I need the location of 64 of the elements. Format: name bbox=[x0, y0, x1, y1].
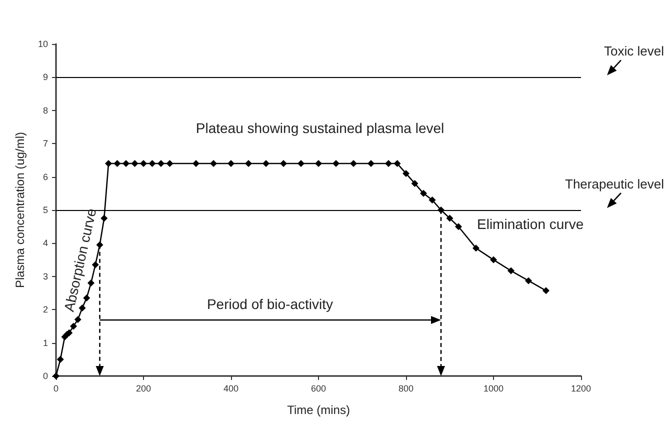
point bbox=[192, 160, 200, 168]
point bbox=[262, 160, 270, 168]
y-tick-label: 5 bbox=[42, 205, 48, 215]
point bbox=[455, 223, 462, 230]
point bbox=[446, 214, 454, 222]
point bbox=[332, 160, 340, 168]
point bbox=[280, 160, 287, 168]
y-tick-label: 4 bbox=[42, 238, 48, 248]
point bbox=[74, 316, 82, 324]
point bbox=[56, 356, 64, 363]
annotation: Absorption curve bbox=[60, 206, 100, 314]
y-tick-label: 2 bbox=[42, 304, 48, 315]
y-tick-label: 7 bbox=[42, 138, 48, 149]
x-tick-label: 1000 bbox=[483, 384, 504, 394]
point bbox=[315, 160, 322, 168]
point bbox=[122, 160, 130, 168]
point bbox=[131, 160, 138, 168]
point bbox=[542, 287, 550, 294]
point bbox=[92, 261, 99, 268]
annotation: Plateau showing sustained plasma level bbox=[196, 120, 444, 136]
point bbox=[148, 160, 156, 168]
point bbox=[114, 160, 121, 168]
point bbox=[210, 160, 217, 168]
x-tick-label: 600 bbox=[310, 384, 326, 394]
y-tick-label: 1 bbox=[42, 338, 48, 348]
point bbox=[411, 180, 418, 187]
x-axis-title: Time (mins) bbox=[287, 403, 350, 417]
point bbox=[472, 244, 480, 252]
point bbox=[298, 160, 304, 168]
x-tick-label: 800 bbox=[398, 384, 414, 394]
x-tick-label: 200 bbox=[136, 384, 152, 394]
annotation: Elimination curve bbox=[477, 216, 584, 232]
y-tick-label: 3 bbox=[42, 271, 48, 282]
point bbox=[228, 160, 234, 168]
point bbox=[100, 214, 108, 222]
point bbox=[166, 160, 174, 168]
point bbox=[428, 196, 436, 204]
point bbox=[350, 160, 357, 168]
point bbox=[525, 277, 532, 284]
x-tick-label: 400 bbox=[223, 384, 239, 394]
y-axis-title: Plasma concentration (ug/ml) bbox=[13, 132, 27, 288]
ref-line-label: Therapeutic level bbox=[565, 176, 664, 192]
annotation: Period of bio-activity bbox=[206, 296, 334, 312]
point bbox=[402, 170, 410, 177]
point bbox=[385, 160, 392, 168]
x-tick-label: 0 bbox=[53, 384, 59, 394]
point bbox=[394, 160, 401, 168]
point bbox=[158, 160, 164, 168]
point bbox=[368, 160, 374, 168]
point bbox=[105, 160, 112, 168]
y-tick-label: 10 bbox=[38, 39, 48, 49]
point bbox=[245, 160, 252, 168]
x-tick-label: 1200 bbox=[570, 384, 592, 394]
point bbox=[70, 322, 77, 330]
point bbox=[490, 256, 497, 264]
point bbox=[140, 160, 147, 168]
y-tick-label: 9 bbox=[42, 72, 48, 82]
ref-line-label: Toxic level bbox=[604, 44, 664, 59]
point bbox=[508, 267, 514, 274]
y-tick-label: 8 bbox=[42, 105, 48, 116]
point bbox=[420, 190, 427, 197]
point bbox=[88, 280, 94, 287]
y-tick-label: 6 bbox=[42, 172, 48, 182]
y-tick-label: 0 bbox=[42, 371, 48, 381]
